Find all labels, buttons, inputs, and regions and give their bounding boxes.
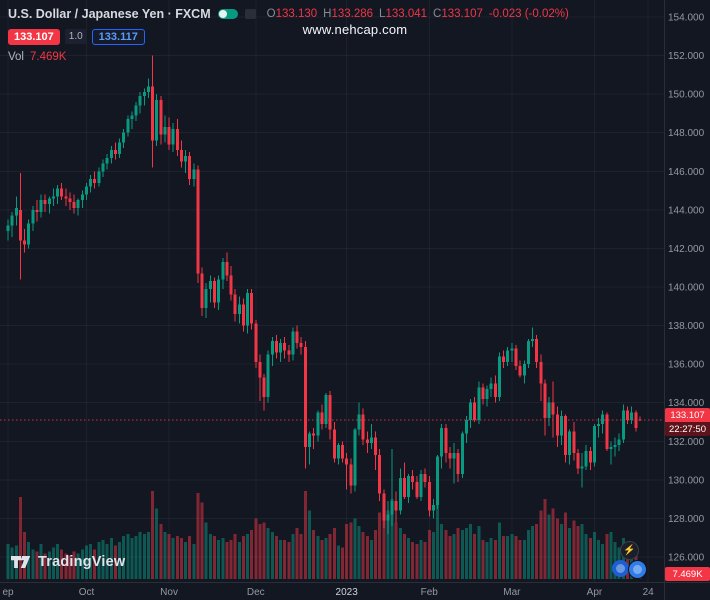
svg-text:146.000: 146.000 bbox=[668, 167, 705, 178]
chart-legend: U.S. Dollar / Japanese Yen · FXCM O133.1… bbox=[8, 6, 569, 63]
low-label: L bbox=[379, 8, 386, 20]
toggle-knob bbox=[218, 10, 227, 18]
ohlc-values: O133.130 H133.286 L133.041 C133.107 -0.0… bbox=[267, 8, 569, 20]
open-value: 133.130 bbox=[275, 8, 318, 20]
svg-text:148.000: 148.000 bbox=[668, 128, 705, 139]
svg-text:138.000: 138.000 bbox=[668, 321, 705, 332]
svg-text:Mar: Mar bbox=[503, 587, 521, 598]
svg-text:Feb: Feb bbox=[421, 587, 439, 598]
close-label: C bbox=[433, 8, 442, 20]
svg-text:142.000: 142.000 bbox=[668, 244, 705, 255]
svg-text:140.000: 140.000 bbox=[668, 282, 705, 293]
reaction-icon-right[interactable] bbox=[628, 560, 647, 579]
reaction-icon-right-face bbox=[633, 565, 642, 574]
last-price-value: 133.107 bbox=[665, 408, 710, 422]
buy-button[interactable]: 133.117 bbox=[91, 28, 145, 45]
time-scale[interactable] bbox=[0, 582, 665, 600]
tradingview-logo-text: TradingView bbox=[38, 554, 126, 570]
svg-text:128.000: 128.000 bbox=[668, 514, 705, 525]
svg-text:Apr: Apr bbox=[587, 587, 603, 598]
volume-label: Vol bbox=[8, 51, 24, 63]
countdown-timer: 22:27:50 bbox=[665, 422, 710, 436]
svg-text:132.000: 132.000 bbox=[668, 437, 705, 448]
volume-value: 7.469K bbox=[30, 51, 67, 63]
tradingview-logo-icon bbox=[11, 556, 31, 568]
tradingview-logo[interactable]: TradingView bbox=[10, 553, 125, 571]
open-label: O bbox=[266, 8, 276, 20]
svg-text:150.000: 150.000 bbox=[668, 90, 705, 101]
more-options-icon[interactable] bbox=[244, 9, 256, 19]
svg-text:154.000: 154.000 bbox=[668, 13, 705, 24]
symbol-title[interactable]: U.S. Dollar / Japanese Yen · FXCM bbox=[8, 7, 211, 21]
svg-text:144.000: 144.000 bbox=[668, 205, 705, 216]
watermark-text: www.nehcap.com bbox=[302, 22, 408, 37]
svg-text:ep: ep bbox=[2, 587, 14, 598]
reaction-icon-left[interactable] bbox=[612, 560, 629, 577]
svg-text:24: 24 bbox=[643, 587, 655, 598]
volume-legend: Vol 7.469K bbox=[8, 51, 569, 63]
low-value: 133.041 bbox=[385, 8, 428, 20]
visibility-toggle-icon[interactable] bbox=[217, 9, 238, 19]
buy-sell-widget: 133.107 1.0 133.117 bbox=[8, 28, 569, 45]
price-scale[interactable] bbox=[665, 0, 710, 582]
change-value: -0.023 (-0.02%) bbox=[488, 8, 569, 20]
svg-text:130.000: 130.000 bbox=[668, 475, 705, 486]
high-value: 133.286 bbox=[331, 8, 374, 20]
high-label: H bbox=[323, 8, 332, 20]
sell-button[interactable]: 133.107 bbox=[8, 28, 60, 45]
svg-text:Oct: Oct bbox=[79, 587, 95, 598]
svg-text:136.000: 136.000 bbox=[668, 360, 705, 371]
boost-icon[interactable]: ⚡ bbox=[620, 541, 639, 560]
last-price-badge: 133.107 22:27:50 bbox=[665, 408, 710, 436]
svg-text:Dec: Dec bbox=[247, 587, 265, 598]
reaction-icon-left-face bbox=[616, 564, 625, 573]
svg-text:Nov: Nov bbox=[160, 587, 178, 598]
svg-text:152.000: 152.000 bbox=[668, 51, 705, 62]
svg-text:126.000: 126.000 bbox=[668, 552, 705, 563]
spread-value: 1.0 bbox=[64, 29, 87, 44]
svg-text:2023: 2023 bbox=[336, 587, 359, 598]
floating-icons: ⚡ bbox=[612, 541, 656, 579]
close-value: 133.107 bbox=[441, 8, 483, 20]
volume-axis-badge: 7.469K bbox=[665, 567, 710, 581]
svg-text:134.000: 134.000 bbox=[668, 398, 705, 409]
